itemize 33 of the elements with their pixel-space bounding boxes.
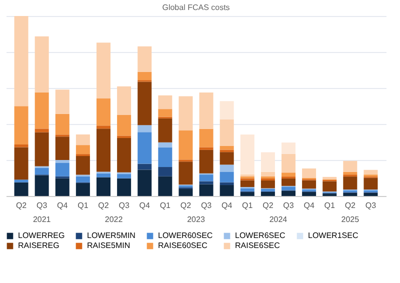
x-tick-label: Q2: [262, 201, 274, 210]
x-tick-label: Q3: [365, 201, 377, 210]
legend-label: RAISE5MIN: [87, 241, 130, 250]
x-tick-label: Q4: [304, 201, 315, 210]
legend-label: RAISEREG: [18, 241, 60, 250]
legend-label: RAISE6SEC: [235, 241, 280, 250]
x-tick-label: Q1: [160, 201, 172, 210]
text: 2024: [269, 215, 288, 224]
chart-title: Global FCAS costs: [162, 3, 230, 12]
text: 2021: [32, 215, 52, 224]
x-tick-label: Q1: [78, 201, 89, 210]
legend-label: LOWER60SEC: [158, 231, 213, 240]
x-tick-label: Q3: [283, 201, 294, 210]
x-tick-label: Q2: [180, 201, 192, 210]
x-tick-label: Q2: [16, 201, 28, 210]
x-tick-label: Q3: [118, 201, 130, 210]
text: 2025: [341, 215, 360, 224]
x-tick-label: Q1: [324, 201, 336, 210]
legend-label: LOWERREG: [18, 231, 65, 240]
legend-label: LOWER1SEC: [308, 231, 358, 240]
legend-label: RAISE60SEC: [158, 241, 208, 250]
x-tick-label: Q2: [344, 201, 356, 210]
x-tick-label: Q4: [57, 201, 68, 210]
legend-label: LOWER6SEC: [235, 231, 286, 240]
x-tick-label: Q4: [139, 201, 150, 210]
x-tick-label: Q4: [221, 201, 233, 210]
text: 2023: [187, 215, 206, 224]
text: 2022: [104, 215, 124, 224]
legend-label: LOWER5MIN: [87, 231, 136, 240]
x-tick-label: Q3: [200, 201, 212, 210]
x-tick-label: Q2: [98, 201, 110, 210]
x-tick-label: Q3: [36, 201, 48, 210]
x-tick-label: Q1: [242, 201, 254, 210]
